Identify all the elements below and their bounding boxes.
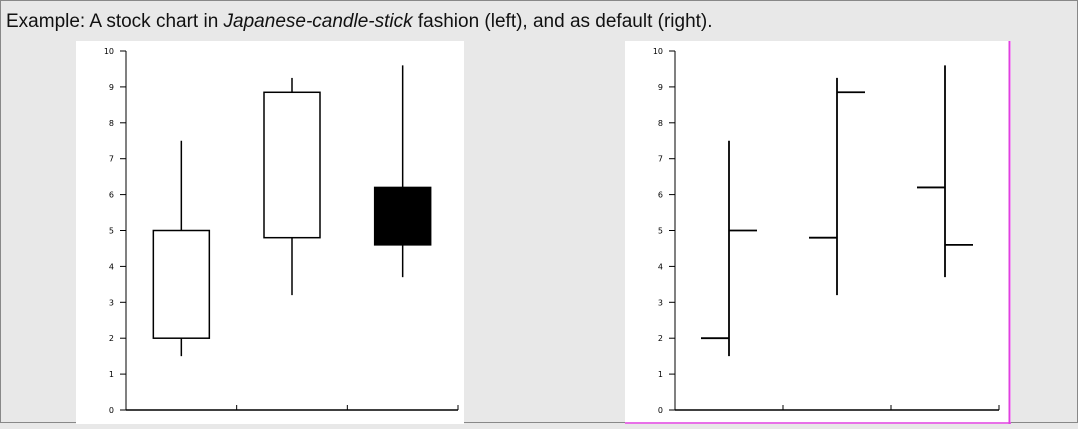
ohlc-chart-svg: 0 1 2 3 4 5 6 7 8 9 10 (625, 41, 1011, 424)
y-tick-label: 4 (658, 262, 663, 271)
caption-emphasis: Japanese-candle-stick (223, 11, 413, 32)
figure-caption: Example: A stock chart in Japanese-candl… (6, 11, 713, 33)
candlestick-chart: 0 1 2 3 4 5 6 7 8 9 10 (76, 41, 464, 424)
y-tick-label: 8 (658, 119, 663, 128)
caption-prefix: Example: A stock chart in (6, 11, 224, 32)
y-tick-label: 0 (109, 406, 114, 415)
y-tick-label: 5 (109, 227, 114, 236)
y-tick-label: 7 (109, 155, 114, 164)
y-tick-label: 2 (658, 334, 663, 343)
y-tick-label: 10 (104, 47, 114, 56)
candlestick-chart-svg: 0 1 2 3 4 5 6 7 8 9 10 (104, 47, 459, 415)
y-tick-label: 1 (658, 370, 663, 379)
y-tick-label: 6 (658, 191, 663, 200)
y-tick-label: 7 (658, 155, 663, 164)
y-tick-label: 9 (109, 83, 114, 92)
y-tick-label: 4 (109, 262, 114, 271)
y-tick-label: 10 (653, 47, 663, 56)
y-tick-label: 5 (658, 227, 663, 236)
y-tick-label: 3 (109, 298, 114, 307)
y-tick-label: 1 (109, 370, 114, 379)
y-tick-label: 8 (109, 119, 114, 128)
candle-body (152, 229, 211, 339)
ohlc-chart: 0 1 2 3 4 5 6 7 8 9 10 (625, 41, 1011, 424)
caption-suffix: fashion (left), and as default (right). (412, 11, 713, 32)
y-tick-label: 2 (109, 334, 114, 343)
y-tick-label: 0 (658, 406, 663, 415)
y-tick-label: 6 (109, 191, 114, 200)
candle-body (263, 91, 321, 239)
candle-body (373, 186, 432, 246)
y-tick-label: 9 (658, 83, 663, 92)
y-tick-label: 3 (658, 298, 663, 307)
